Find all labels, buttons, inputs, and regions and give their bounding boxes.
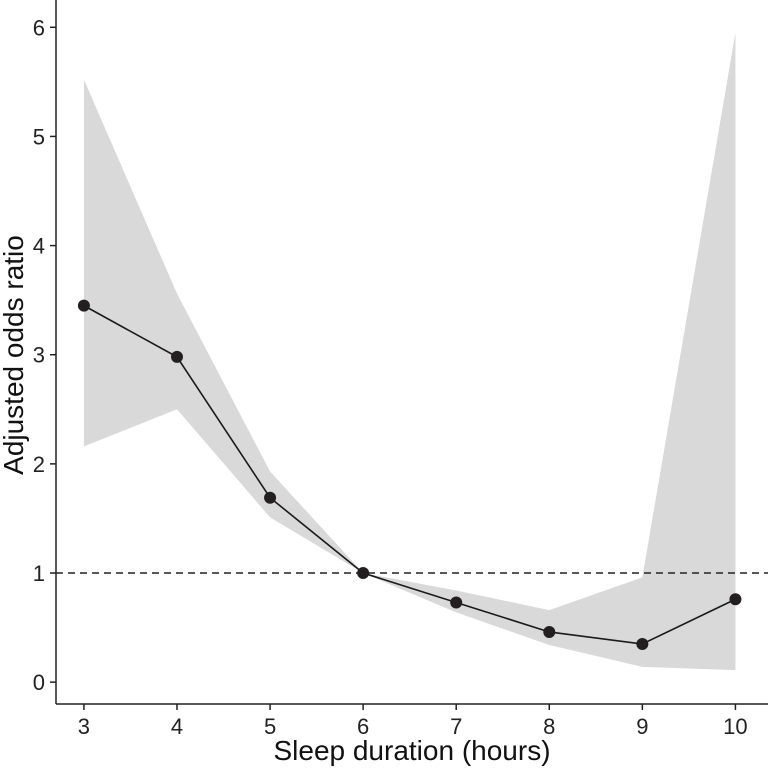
x-tick-label: 10 [723,714,747,739]
data-point [729,593,742,606]
y-tick-label: 5 [33,124,45,149]
axes-layer: 0 1 2 3 4 5 6 3 4 5 6 7 8 9 10 [33,0,768,739]
x-tick-label: 5 [264,714,276,739]
data-points-layer [77,299,742,650]
y-tick-label: 6 [33,15,45,40]
y-tick-label: 2 [33,452,45,477]
x-tick-label: 7 [450,714,462,739]
series-line [83,304,736,645]
data-point [170,350,183,363]
data-point [450,596,463,609]
data-point [543,625,556,638]
confidence-band [83,32,736,671]
data-point [264,491,277,504]
x-tick-label: 9 [636,714,648,739]
x-tick-label: 6 [357,714,369,739]
data-point [636,637,649,650]
series-line-layer [83,304,736,645]
y-tick-label: 0 [33,670,45,695]
x-tick-label: 8 [543,714,555,739]
y-axis-title: Adjusted odds ratio [0,235,29,475]
y-tick-label: 4 [33,234,45,259]
ci-band-layer [83,32,736,671]
x-tick-label: 4 [171,714,183,739]
x-tick-label: 3 [78,714,90,739]
data-point [77,299,90,312]
x-axis-title: Sleep duration (hours) [273,735,550,766]
data-point [357,567,370,580]
y-tick-label: 3 [33,343,45,368]
y-tick-label: 1 [33,561,45,586]
